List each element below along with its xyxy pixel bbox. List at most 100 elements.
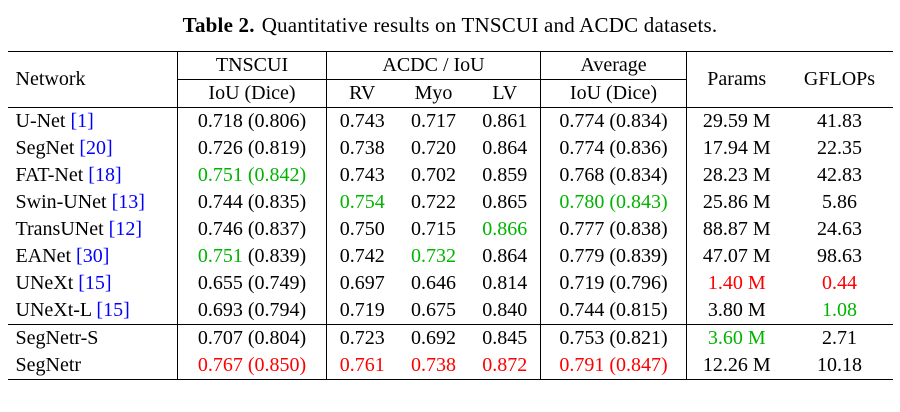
network-name: UNeXt <box>15 272 74 294</box>
metric-value: 0.761 <box>339 354 385 376</box>
table-row: SegNetr-S 0.707 (0.804) 0.723 0.692 0.845 0.7… <box>7 324 893 352</box>
iou-value: 0.777 <box>559 218 605 240</box>
iou-value: 0.707 <box>197 327 243 349</box>
citation-link[interactable]: [13] <box>111 191 145 213</box>
params-cell: 3.60 M <box>686 324 787 352</box>
acdc-lv-cell: 0.861 <box>469 107 541 135</box>
acdc-rv-cell: 0.761 <box>327 352 398 380</box>
params-value: 17.94 M <box>702 137 771 159</box>
tnscui-cell: 0.767 (0.850) <box>177 352 327 380</box>
gflops-cell: 41.83 <box>787 108 893 136</box>
network-name: FAT-Net <box>15 164 84 186</box>
params-value: 88.87 M <box>702 218 771 240</box>
network-cell: SegNet [20] <box>7 135 178 162</box>
acdc-lv-cell: 0.859 <box>469 162 541 189</box>
tnscui-cell: 0.744 (0.835) <box>177 189 327 216</box>
metric-value: 0.845 <box>482 327 528 349</box>
dice-value: (0.796) <box>609 272 668 294</box>
params-cell: 17.94 M <box>687 135 787 162</box>
network-cell: UNeXt [15] <box>7 270 178 297</box>
metric-value: 0.866 <box>482 218 528 240</box>
citation-link[interactable]: [1] <box>70 110 94 132</box>
dice-value: (0.838) <box>609 218 668 240</box>
dice-value: (0.794) <box>247 299 307 321</box>
iou-value: 0.693 <box>197 299 243 321</box>
gflops-cell: 1.08 <box>787 297 893 325</box>
dice-value: (0.819) <box>247 137 307 159</box>
params-value: 12.26 M <box>702 354 771 376</box>
average-cell: 0.777 (0.838) <box>540 216 687 243</box>
average-cell: 0.753 (0.821) <box>540 324 687 352</box>
metric-value: 0.840 <box>482 299 528 321</box>
iou-value: 0.753 <box>559 327 605 349</box>
network-cell: SegNetr <box>7 352 178 380</box>
average-cell: 0.744 (0.815) <box>540 297 687 325</box>
dice-value: (0.842) <box>247 164 307 186</box>
gflops-cell: 24.63 <box>787 216 893 243</box>
params-cell: 29.59 M <box>687 108 787 136</box>
tnscui-cell: 0.751 (0.839) <box>177 243 327 270</box>
dice-value: (0.839) <box>247 245 307 267</box>
acdc-lv-cell: 0.865 <box>469 189 541 216</box>
network-name: SegNetr-S <box>15 327 99 349</box>
citation-link[interactable]: [18] <box>88 164 122 186</box>
network-cell: FAT-Net [18] <box>7 162 178 189</box>
acdc-myo-cell: 0.732 <box>398 243 470 270</box>
params-cell: 47.07 M <box>687 243 787 270</box>
average-cell: 0.774 (0.834) <box>540 107 687 135</box>
metric-value: 0.715 <box>411 218 456 240</box>
params-value: 47.07 M <box>702 245 771 267</box>
acdc-rv-cell: 0.743 <box>327 108 398 136</box>
iou-value: 0.751 <box>197 245 243 267</box>
params-cell: 12.26 M <box>687 352 787 380</box>
iou-value: 0.767 <box>197 354 243 376</box>
citation-link[interactable]: [12] <box>108 218 142 240</box>
dice-value: (0.835) <box>247 191 307 213</box>
gflops-value: 98.63 <box>817 245 862 267</box>
metric-value: 0.865 <box>482 191 528 213</box>
acdc-rv-cell: 0.742 <box>327 243 398 270</box>
citation-link[interactable]: [30] <box>76 245 110 267</box>
metric-value: 0.738 <box>411 354 456 376</box>
acdc-lv-cell: 0.872 <box>469 352 541 380</box>
citation-link[interactable]: [20] <box>79 137 113 159</box>
iou-value: 0.719 <box>559 272 605 294</box>
metric-value: 0.742 <box>339 245 385 267</box>
params-value: 28.23 M <box>702 164 771 186</box>
dice-value: (0.804) <box>247 327 307 349</box>
gflops-cell: 42.83 <box>787 162 893 189</box>
metric-value: 0.872 <box>482 354 528 376</box>
params-value: 29.59 M <box>702 110 771 132</box>
tnscui-cell: 0.726 (0.819) <box>177 135 327 162</box>
acdc-myo-cell: 0.692 <box>397 324 470 352</box>
results-table: Network TNSCUI ACDC / IoU Average Params… <box>7 51 893 380</box>
metric-value: 0.719 <box>339 299 385 321</box>
acdc-myo-cell: 0.715 <box>398 216 470 243</box>
dice-value: (0.806) <box>247 110 307 132</box>
acdc-lv-cell: 0.840 <box>469 297 541 325</box>
network-name: TransUNet <box>15 218 104 240</box>
table-row: UNeXt-L [15] 0.693 (0.794) 0.719 0.675 0.840… <box>7 297 893 325</box>
col-header-gflops: GFLOPs <box>786 51 893 108</box>
col-header-network: Network <box>7 51 178 108</box>
average-cell: 0.768 (0.834) <box>540 162 687 189</box>
network-cell: EANet [30] <box>7 243 178 270</box>
table-row: SegNet [20] 0.726 (0.819) 0.738 0.720 0.864 0… <box>7 135 893 162</box>
citation-link[interactable]: [15] <box>96 299 130 321</box>
acdc-rv-cell: 0.697 <box>327 270 398 297</box>
metric-value: 0.646 <box>411 272 456 294</box>
acdc-rv-cell: 0.754 <box>327 189 398 216</box>
metric-value: 0.743 <box>339 164 385 186</box>
network-name: SegNetr <box>15 354 82 376</box>
params-cell: 28.23 M <box>687 162 787 189</box>
iou-value: 0.774 <box>559 110 605 132</box>
table-row: EANet [30] 0.751 (0.839) 0.742 0.732 0.864 0.… <box>7 243 893 270</box>
metric-value: 0.723 <box>339 327 385 349</box>
caption-label: Table 2. <box>182 13 255 37</box>
tnscui-cell: 0.707 (0.804) <box>177 324 327 352</box>
gflops-value: 5.86 <box>822 191 857 213</box>
table-row: TransUNet [12] 0.746 (0.837) 0.750 0.715 0.8… <box>7 216 893 243</box>
iou-value: 0.768 <box>559 164 605 186</box>
params-cell: 3.80 M <box>687 297 787 325</box>
citation-link[interactable]: [15] <box>78 272 112 294</box>
